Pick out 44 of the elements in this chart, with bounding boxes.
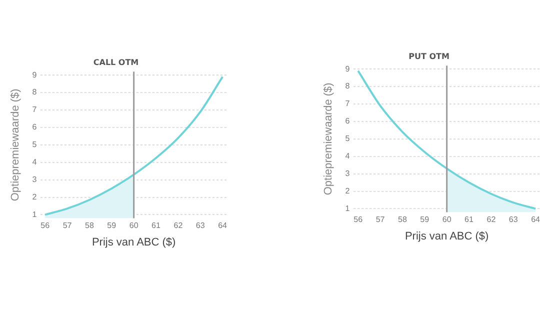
x-tick-label: 64 [218, 221, 228, 230]
x-tick-label: 64 [531, 215, 541, 224]
x-tick-label: 60 [129, 221, 139, 230]
x-tick-label: 58 [85, 221, 94, 230]
x-tick-label: 59 [420, 215, 430, 224]
chart-title: PUT OTM [408, 52, 450, 61]
x-tick-label: 56 [354, 215, 364, 224]
x-tick-label: 63 [196, 221, 206, 230]
y-tick-label: 5 [345, 134, 350, 144]
y-tick-label: 1 [345, 204, 350, 213]
x-tick-label: 60 [442, 215, 452, 224]
y-tick-label: 1 [32, 210, 38, 219]
chart-title: CALL OTM [93, 58, 139, 67]
y-tick-label: 8 [345, 82, 350, 91]
y-tick-label: 9 [345, 64, 350, 74]
y-tick-label: 3 [345, 169, 350, 178]
y-tick-label: 7 [32, 105, 38, 114]
y-tick-label: 2 [345, 186, 350, 196]
x-tick-label: 57 [62, 221, 72, 230]
line-series [44, 76, 224, 216]
y-tick-label: 8 [32, 88, 38, 97]
x-tick-label: 61 [464, 215, 474, 224]
x-axis-title: Prijs van ABC ($) [404, 230, 489, 242]
y-tick-label: 4 [32, 158, 38, 167]
y-tick-label: 6 [32, 122, 38, 132]
y-axis-title: Optiepremiewaarde ($) [322, 82, 335, 196]
y-axis-title: Optiepremiewaarde ($) [10, 88, 22, 202]
y-tick-label: 6 [345, 116, 350, 126]
x-tick-label: 59 [107, 221, 117, 230]
x-tick-label: 62 [174, 221, 184, 230]
y-tick-label: 2 [32, 192, 38, 202]
x-tick-label: 56 [40, 221, 50, 230]
y-tick-label: 7 [345, 99, 350, 108]
x-tick-label: 57 [376, 215, 386, 224]
x-tick-label: 63 [508, 215, 518, 224]
x-tick-label: 61 [152, 221, 162, 230]
x-tick-label: 58 [398, 215, 408, 224]
y-tick-label: 3 [32, 175, 38, 184]
y-tick-label: 9 [32, 70, 38, 80]
x-axis-title: Prijs van ABC ($) [92, 236, 176, 248]
y-tick-label: 5 [32, 140, 38, 150]
y-tick-label: 4 [345, 152, 350, 161]
x-tick-label: 62 [486, 215, 496, 224]
line-series [357, 70, 537, 210]
